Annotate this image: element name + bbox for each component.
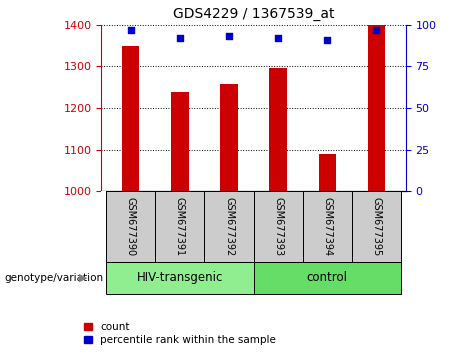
Bar [106, 262, 254, 294]
Bar [254, 191, 302, 262]
Text: GSM677392: GSM677392 [224, 197, 234, 256]
Title: GDS4229 / 1367539_at: GDS4229 / 1367539_at [173, 7, 334, 21]
Text: HIV-transgenic: HIV-transgenic [137, 272, 223, 284]
Text: GSM677390: GSM677390 [126, 197, 136, 256]
Legend: count, percentile rank within the sample: count, percentile rank within the sample [83, 322, 276, 345]
Text: genotype/variation: genotype/variation [5, 273, 104, 283]
Point [274, 35, 282, 41]
Bar [302, 191, 352, 262]
Bar [319, 154, 336, 191]
Bar [368, 25, 385, 191]
Bar [270, 68, 287, 191]
Text: GSM677393: GSM677393 [273, 197, 283, 256]
Point [324, 37, 331, 42]
Bar [205, 191, 254, 262]
Text: ▶: ▶ [79, 273, 87, 283]
Bar [106, 191, 155, 262]
Bar [101, 191, 106, 262]
Text: control: control [307, 272, 348, 284]
Bar [220, 84, 237, 191]
Text: GSM677395: GSM677395 [371, 197, 381, 256]
Bar [155, 191, 205, 262]
Point [127, 27, 135, 33]
Bar [122, 46, 139, 191]
Point [225, 34, 233, 39]
Point [176, 35, 183, 41]
Bar [352, 191, 401, 262]
Bar [254, 262, 401, 294]
Text: GSM677391: GSM677391 [175, 197, 185, 256]
Bar [171, 92, 189, 191]
Text: GSM677394: GSM677394 [322, 197, 332, 256]
Point [372, 27, 380, 33]
